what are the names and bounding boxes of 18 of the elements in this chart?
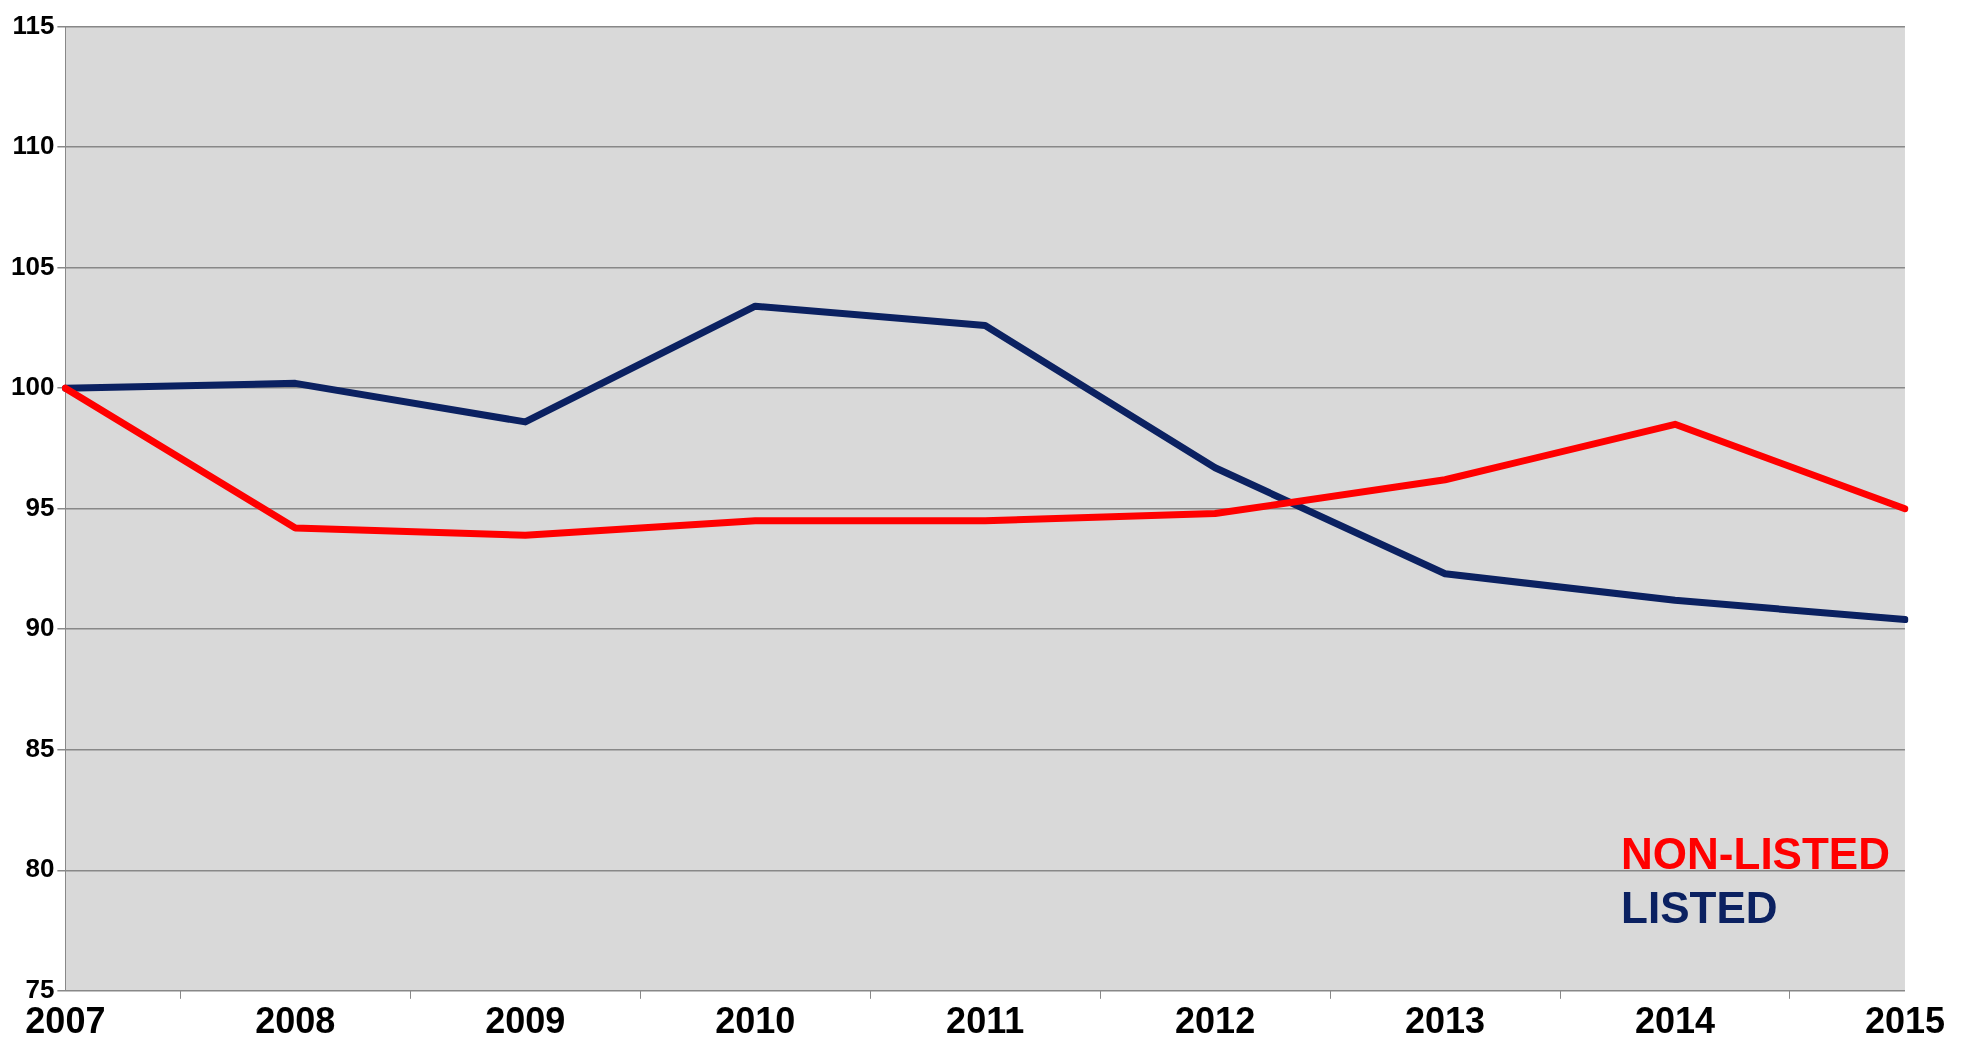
y-tick-label: 110: [12, 130, 55, 161]
x-tick-label: 2010: [715, 1000, 796, 1042]
x-tick-label: 2012: [1175, 1000, 1256, 1042]
y-tick-label: 85: [25, 732, 55, 763]
y-tick-label: 105: [10, 250, 55, 281]
y-tick-label: 90: [25, 612, 55, 643]
x-tick-label: 2011: [946, 1000, 1025, 1042]
text: LISTED: [1621, 882, 1778, 932]
x-tick-label: 2009: [485, 1000, 566, 1042]
y-tick-label: 95: [25, 491, 55, 522]
x-tick-label: 2008: [255, 1000, 336, 1042]
y-tick-label: 80: [25, 853, 55, 884]
y-tick-label: 115: [12, 9, 55, 40]
x-tick-label: 2015: [1864, 1000, 1945, 1042]
text: NON-LISTED: [1621, 828, 1890, 878]
y-tick-label: 100: [10, 371, 55, 402]
x-tick-label: 2014: [1634, 1000, 1716, 1042]
x-tick-label: 2013: [1405, 1000, 1486, 1042]
